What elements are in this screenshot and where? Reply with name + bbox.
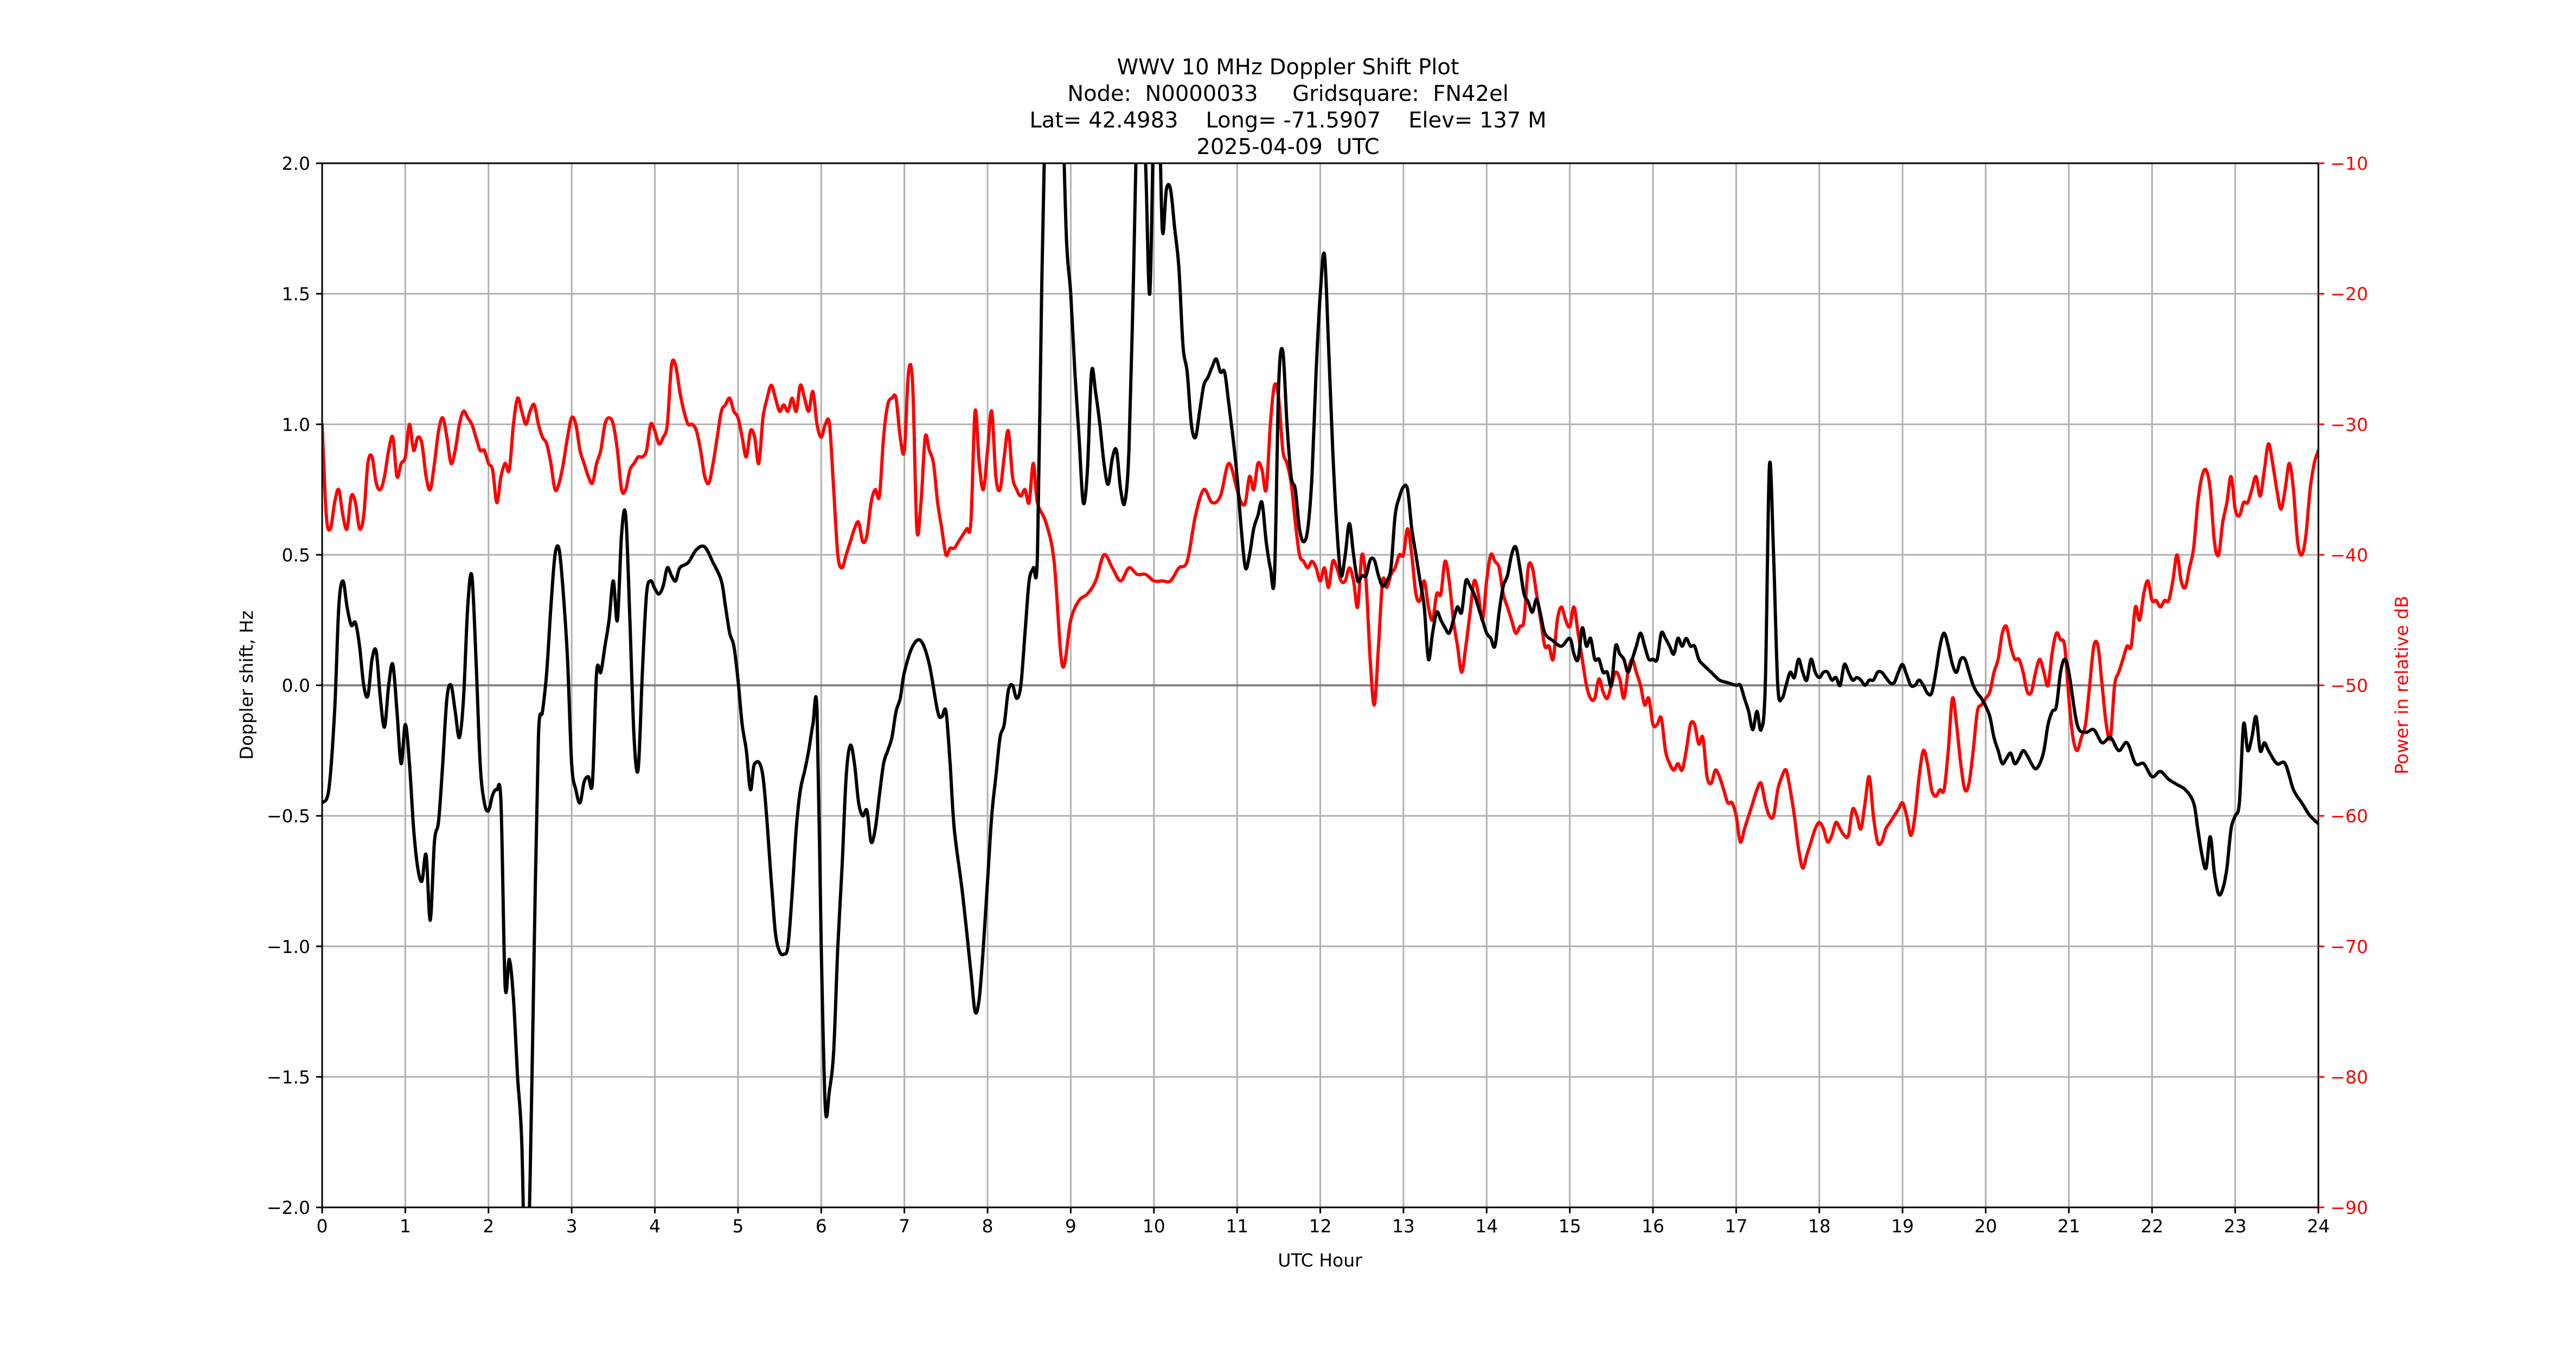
- x-tick-label: 6: [816, 1216, 827, 1237]
- y-tick-label: 1.0: [282, 414, 310, 435]
- x-tick-label: 19: [1891, 1216, 1914, 1237]
- x-tick-label: 10: [1143, 1216, 1165, 1237]
- y2-tick-label: −20: [2330, 284, 2368, 305]
- x-tick-label: 11: [1226, 1216, 1248, 1237]
- x-tick-label: 24: [2307, 1216, 2330, 1237]
- chart-subtitle-date: 2025-04-09 UTC: [1196, 135, 1380, 159]
- x-tick-label: 8: [982, 1216, 994, 1237]
- y2-tick-label: −60: [2330, 805, 2368, 827]
- y2-tick-label: −40: [2330, 545, 2368, 566]
- x-axis-ticks: 0 1 2 3 4 5 6 7 8 9 10 11 12 13 14 15 16 17 18 19 20 21 22 23 24: [317, 1207, 2330, 1237]
- y-tick-label: −2.0: [267, 1197, 310, 1218]
- chart-title: WWV 10 MHz Doppler Shift Plot: [1117, 55, 1459, 80]
- y-tick-label: −0.5: [267, 805, 310, 827]
- y-axis-ticks: −2.0 −1.5 −1.0 −0.5 0.0 0.5 1.0 1.5 2.0: [267, 153, 322, 1218]
- x-tick-label: 13: [1392, 1216, 1415, 1237]
- x-tick-label: 21: [2058, 1216, 2080, 1237]
- x-tick-label: 17: [1725, 1216, 1747, 1237]
- y2-tick-label: −10: [2330, 153, 2368, 174]
- y-axis-label: Doppler shift, Hz: [236, 610, 257, 759]
- x-tick-label: 5: [732, 1216, 744, 1237]
- x-tick-label: 23: [2224, 1216, 2247, 1237]
- x-tick-label: 9: [1065, 1216, 1076, 1237]
- y-tick-label: 0.5: [282, 545, 310, 566]
- chart-subtitle-location: Lat= 42.4983 Long= -71.5907 Elev= 137 M: [1029, 108, 1547, 133]
- x-tick-label: 16: [1642, 1216, 1664, 1237]
- x-tick-label: 4: [649, 1216, 661, 1237]
- x-tick-label: 18: [1808, 1216, 1831, 1237]
- y-tick-label: −1.0: [267, 936, 310, 957]
- y2-axis-label: Power in relative dB: [2391, 596, 2412, 774]
- chart-subtitle-node: Node: N0000033 Gridsquare: FN42el: [1067, 81, 1509, 106]
- y2-tick-label: −70: [2330, 936, 2368, 957]
- chart-title-block: WWV 10 MHz Doppler Shift Plot Node: N000…: [0, 54, 2576, 161]
- doppler-series-line: [322, 163, 2318, 1207]
- x-tick-label: 3: [566, 1216, 578, 1237]
- power-series-line: [322, 358, 2318, 870]
- plot-area: [322, 163, 2318, 1207]
- y2-tick-label: −50: [2330, 675, 2368, 696]
- y-tick-label: 2.0: [282, 153, 310, 174]
- x-tick-label: 12: [1309, 1216, 1332, 1237]
- x-tick-label: 20: [1975, 1216, 1997, 1237]
- y2-tick-label: −30: [2330, 414, 2368, 435]
- x-tick-label: 15: [1559, 1216, 1581, 1237]
- y-tick-label: 1.5: [282, 284, 310, 305]
- y-tick-label: 0.0: [282, 675, 310, 696]
- y2-tick-label: −90: [2330, 1197, 2368, 1218]
- x-tick-label: 0: [317, 1216, 328, 1237]
- x-tick-label: 14: [1475, 1216, 1498, 1237]
- x-axis-label: UTC Hour: [1278, 1250, 1362, 1271]
- grid-lines: [322, 163, 2318, 1207]
- y2-tick-label: −80: [2330, 1066, 2368, 1088]
- x-tick-label: 22: [2141, 1216, 2163, 1237]
- y2-axis-ticks: −90 −80 −70 −60 −50 −40 −30 −20 −10: [2318, 153, 2368, 1218]
- y-tick-label: −1.5: [267, 1066, 310, 1088]
- x-tick-label: 7: [899, 1216, 910, 1237]
- x-tick-label: 1: [400, 1216, 411, 1237]
- x-tick-label: 2: [483, 1216, 494, 1237]
